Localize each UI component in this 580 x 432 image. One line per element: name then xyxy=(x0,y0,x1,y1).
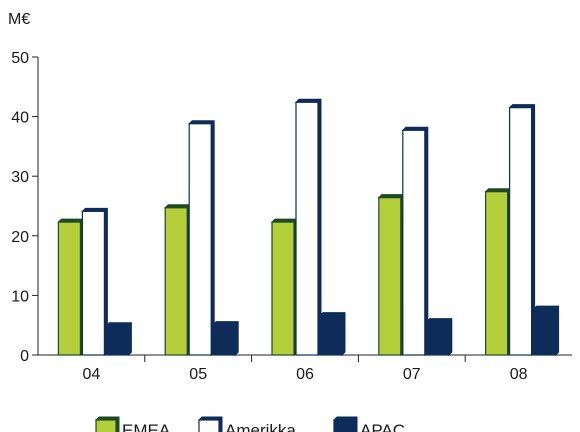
bar-emea-06 xyxy=(270,218,298,357)
bar-amerikka-04 xyxy=(81,207,108,357)
y-tick-label: 50 xyxy=(11,50,29,67)
bar-apac-08 xyxy=(532,305,560,357)
y-axis: 0 10 20 30 40 50 xyxy=(11,50,39,365)
y-tick-label: 30 xyxy=(11,169,29,186)
legend-swatch xyxy=(333,419,355,432)
legend-label: EMEA xyxy=(122,421,171,432)
y-tick-label: 20 xyxy=(11,229,29,246)
y-tick-label: 40 xyxy=(11,110,29,127)
bar-apac-07 xyxy=(425,318,453,357)
legend-label: APAC xyxy=(360,421,405,432)
y-unit-label: M€ xyxy=(8,11,30,28)
bar-apac-04 xyxy=(105,322,132,357)
x-axis: 04 05 06 07 08 xyxy=(38,354,572,383)
legend: EMEA Amerikka APAC xyxy=(94,416,405,432)
bar-amerikka-06 xyxy=(294,98,322,357)
bar-amerikka-08 xyxy=(508,104,536,357)
legend-swatch xyxy=(95,419,117,432)
bar-emea-07 xyxy=(377,194,405,357)
bar-amerikka-05 xyxy=(187,120,215,357)
y-tick-label: 10 xyxy=(11,288,29,305)
bar-apac-06 xyxy=(318,312,346,357)
legend-item-emea: EMEA xyxy=(94,416,171,432)
bars xyxy=(57,98,560,357)
x-tick-label: 06 xyxy=(296,366,314,383)
bar-emea-04 xyxy=(57,218,84,357)
x-tick-label: 07 xyxy=(403,366,421,383)
legend-item-amerikka: Amerikka xyxy=(197,416,296,432)
legend-swatch xyxy=(198,419,220,432)
bar-apac-05 xyxy=(211,321,239,357)
bar-amerikka-07 xyxy=(401,126,429,357)
x-tick-label: 08 xyxy=(510,366,528,383)
x-tick-label: 04 xyxy=(83,366,101,383)
x-tick-label: 05 xyxy=(189,366,207,383)
bar-emea-05 xyxy=(163,204,191,357)
y-tick-label: 0 xyxy=(20,348,29,365)
legend-item-apac: APAC xyxy=(332,416,405,432)
bar-emea-08 xyxy=(484,188,512,357)
legend-label: Amerikka xyxy=(225,421,296,432)
